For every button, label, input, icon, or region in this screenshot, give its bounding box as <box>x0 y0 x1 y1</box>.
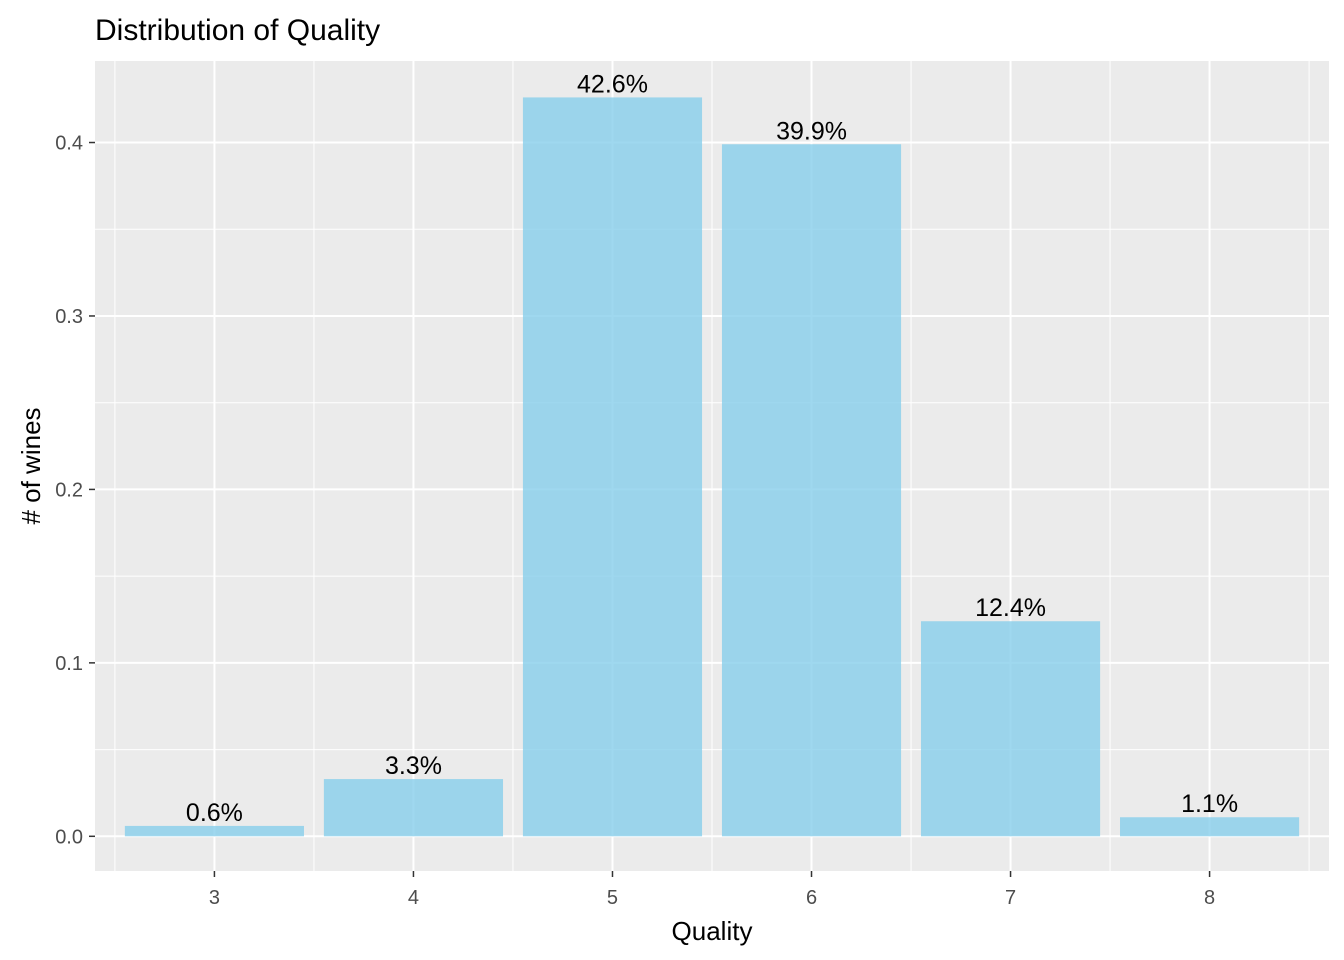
bar-quality-7 <box>920 621 1101 837</box>
bar-quality-5 <box>522 97 703 837</box>
x-tick-label: 3 <box>209 887 220 909</box>
y-tick-label: 0.4 <box>55 133 83 155</box>
chart-title: Distribution of Quality <box>95 14 380 47</box>
y-tick-label: 0.2 <box>55 479 83 501</box>
x-tick-label: 7 <box>1005 887 1016 909</box>
minor-gridlines <box>95 61 1329 871</box>
bar-quality-8 <box>1120 817 1300 837</box>
data-labels: 0.6% 3.3% 42.6% 39.9% 12.4% 1.1% <box>186 70 1238 826</box>
data-label-quality-4: 3.3% <box>385 752 442 780</box>
data-label-quality-8: 1.1% <box>1181 790 1238 818</box>
y-tick-label: 0.0 <box>55 826 83 848</box>
y-axis-title: # of wines <box>16 407 46 524</box>
x-axis-title: Quality <box>672 916 753 946</box>
x-tick-label: 5 <box>607 887 618 909</box>
y-axis: 0.0 0.1 0.2 0.3 0.4 <box>55 133 95 848</box>
bars <box>124 97 1300 837</box>
x-tick-label: 6 <box>806 887 817 909</box>
bar-quality-3 <box>124 825 304 837</box>
data-label-quality-3: 0.6% <box>186 799 243 827</box>
bar-quality-4 <box>323 779 504 837</box>
x-axis: 3 4 5 6 7 8 <box>209 871 1215 909</box>
x-tick-label: 4 <box>408 887 419 909</box>
data-label-quality-5: 42.6% <box>577 70 648 98</box>
data-label-quality-6: 39.9% <box>776 117 847 145</box>
bar-quality-6 <box>721 144 902 837</box>
data-label-quality-7: 12.4% <box>975 594 1046 622</box>
y-tick-label: 0.1 <box>55 653 83 675</box>
x-tick-label: 8 <box>1204 887 1215 909</box>
y-tick-label: 0.3 <box>55 306 83 328</box>
